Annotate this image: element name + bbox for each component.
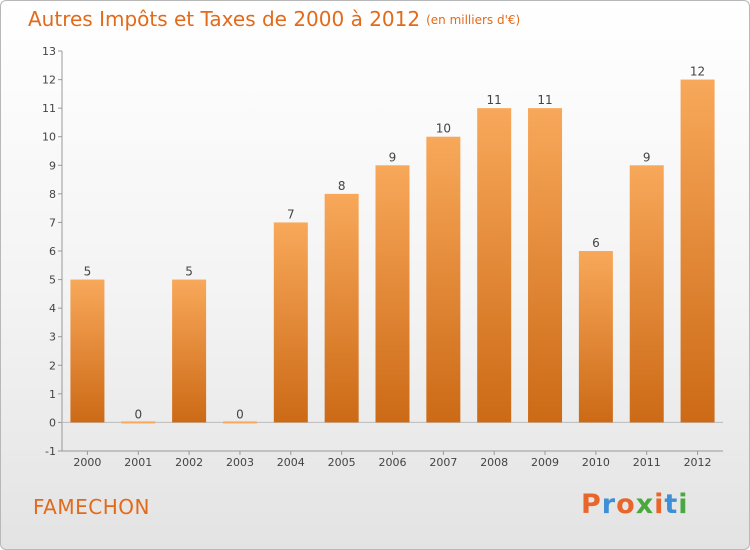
y-tick-label: 6 bbox=[49, 245, 56, 258]
data-label: 0 bbox=[236, 407, 244, 421]
data-label: 9 bbox=[389, 150, 397, 164]
chart-unit: (en milliers d'€) bbox=[426, 13, 521, 27]
y-tick-label: 13 bbox=[42, 45, 56, 58]
y-tick-label: -1 bbox=[45, 445, 56, 458]
x-tick-label: 2007 bbox=[429, 456, 457, 469]
chart-title-text: Autres Impôts et Taxes de 2000 à 2012 bbox=[28, 7, 421, 31]
x-tick-label: 2005 bbox=[328, 456, 356, 469]
x-tick-label: 2010 bbox=[582, 456, 610, 469]
y-tick-label: 5 bbox=[49, 274, 56, 287]
logo-letter: r bbox=[601, 489, 617, 520]
bar bbox=[70, 279, 105, 423]
y-tick-label: 7 bbox=[49, 216, 56, 229]
proxiti-logo[interactable]: Proxiti bbox=[581, 489, 689, 520]
y-tick-label: 10 bbox=[42, 131, 56, 144]
bar bbox=[222, 421, 257, 424]
y-tick-label: 9 bbox=[49, 159, 56, 172]
data-label: 7 bbox=[287, 207, 295, 221]
data-label: 0 bbox=[134, 407, 142, 421]
x-tick-label: 2004 bbox=[277, 456, 305, 469]
bar bbox=[426, 136, 461, 423]
x-tick-label: 2001 bbox=[124, 456, 152, 469]
x-tick-label: 2002 bbox=[175, 456, 203, 469]
data-label: 8 bbox=[338, 179, 346, 193]
data-label: 9 bbox=[643, 150, 651, 164]
logo-letter: i bbox=[678, 489, 689, 520]
x-tick-label: 2006 bbox=[379, 456, 407, 469]
bar bbox=[172, 279, 207, 423]
data-label: 5 bbox=[84, 265, 92, 279]
bar bbox=[375, 165, 410, 423]
data-label: 11 bbox=[487, 93, 502, 107]
logo-letter: o bbox=[616, 489, 636, 520]
logo-letter: i bbox=[654, 489, 665, 520]
data-label: 10 bbox=[436, 122, 451, 136]
y-tick-label: 3 bbox=[49, 331, 56, 344]
x-tick-label: 2012 bbox=[684, 456, 712, 469]
y-tick-label: 12 bbox=[42, 74, 56, 87]
data-label: 6 bbox=[592, 236, 600, 250]
bar bbox=[680, 79, 715, 423]
logo-letter: P bbox=[581, 489, 602, 520]
y-tick-label: 11 bbox=[42, 102, 56, 115]
bar bbox=[528, 108, 563, 423]
data-label: 12 bbox=[690, 65, 705, 79]
bar bbox=[273, 222, 308, 423]
x-tick-label: 2011 bbox=[633, 456, 661, 469]
y-tick-label: 4 bbox=[49, 302, 56, 315]
bar bbox=[629, 165, 664, 423]
logo-letter: x bbox=[635, 489, 655, 520]
x-tick-label: 2003 bbox=[226, 456, 254, 469]
data-label: 11 bbox=[537, 93, 552, 107]
x-tick-label: 2009 bbox=[531, 456, 559, 469]
bar bbox=[324, 193, 359, 423]
y-tick-label: 0 bbox=[49, 416, 56, 429]
y-tick-label: 8 bbox=[49, 188, 56, 201]
y-tick-label: 2 bbox=[49, 359, 56, 372]
y-tick-label: 1 bbox=[49, 388, 56, 401]
x-tick-label: 2000 bbox=[73, 456, 101, 469]
data-label: 5 bbox=[185, 265, 193, 279]
bar bbox=[578, 251, 613, 423]
bar bbox=[477, 108, 512, 423]
chart-title: Autres Impôts et Taxes de 2000 à 2012 (en… bbox=[28, 7, 520, 31]
x-tick-label: 2008 bbox=[480, 456, 508, 469]
logo-letter: t bbox=[664, 489, 679, 520]
place-name: FAMECHON bbox=[33, 495, 150, 519]
bar bbox=[121, 421, 156, 424]
